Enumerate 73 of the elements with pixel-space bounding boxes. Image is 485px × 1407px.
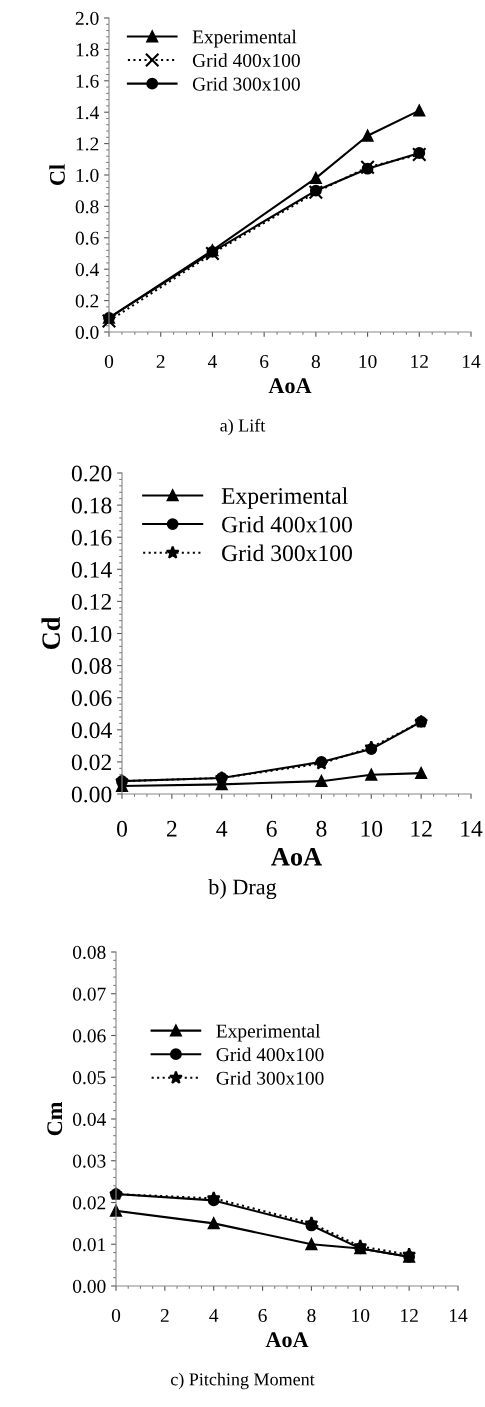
y-tick-label: 0.00 xyxy=(71,786,112,803)
y-tick-label: 0.20 xyxy=(71,465,112,482)
y-tick-label: 0.08 xyxy=(71,658,112,675)
y-tick-label: 0.8 xyxy=(75,200,99,214)
y-tick-label: 0.00 xyxy=(72,1279,106,1294)
legend-label: Grid 400x100 xyxy=(192,53,300,68)
y-axis-title: Cd xyxy=(41,616,61,650)
y-tick-label: 0.0 xyxy=(75,325,99,340)
y-axis-title: Cl xyxy=(49,164,65,186)
y-tick-label: 0.12 xyxy=(71,593,111,610)
x-tick-label: 14 xyxy=(462,355,481,368)
y-tick-label: 0.02 xyxy=(71,754,111,771)
x-tick-label: 10 xyxy=(361,820,383,837)
y-tick-label: 0.08 xyxy=(72,945,106,960)
y-tick-label: 1.4 xyxy=(76,106,99,120)
y-tick-label: 0.04 xyxy=(72,1112,106,1127)
x-tick-label: 8 xyxy=(311,354,320,369)
y-tick-label: 0.02 xyxy=(72,1196,106,1210)
y-tick-label: 0.2 xyxy=(75,294,99,308)
legend-label: Grid 400x100 xyxy=(222,515,352,533)
y-tick-label: 2.0 xyxy=(75,11,99,26)
y-tick-label: 0.18 xyxy=(71,497,112,514)
x-tick-label: 12 xyxy=(401,1308,418,1322)
x-tick-label: 4 xyxy=(216,820,228,837)
y-tick-label: 0.10 xyxy=(71,625,112,643)
x-tick-label: 6 xyxy=(260,354,269,369)
y-tick-label: 0.4 xyxy=(75,263,99,277)
x-tick-label: 10 xyxy=(352,1308,370,1323)
legend-label: Experimental xyxy=(221,487,348,509)
text: c) Pitching Moment xyxy=(170,1372,315,1390)
x-tick-label: 12 xyxy=(411,354,428,368)
y-tick-label: 1.8 xyxy=(76,43,99,57)
y-tick-label: 0.07 xyxy=(72,987,106,1001)
text: a) Lift xyxy=(220,418,266,436)
x-axis-title: AoA xyxy=(265,1332,309,1348)
x-tick-label: 6 xyxy=(258,1308,267,1323)
y-tick-label: 1.6 xyxy=(76,74,99,88)
x-tick-label: 8 xyxy=(316,820,327,837)
legend-label: Grid 300x100 xyxy=(192,76,300,91)
x-tick-label: 2 xyxy=(160,1308,169,1322)
x-axis-title: AoA xyxy=(268,378,312,394)
legend-label: Grid 300x100 xyxy=(216,1071,324,1085)
y-tick-label: 0.01 xyxy=(72,1238,106,1252)
x-tick-label: 14 xyxy=(461,820,483,837)
x-tick-label: 4 xyxy=(207,355,217,368)
y-tick-label: 0.16 xyxy=(71,529,112,546)
x-tick-label: 0 xyxy=(104,354,114,369)
x-axis-title: AoA xyxy=(271,847,322,866)
y-tick-label: 0.14 xyxy=(71,561,112,578)
x-tick-label: 10 xyxy=(359,354,377,369)
y-axis-title: Cm xyxy=(47,1102,63,1136)
x-tick-label: 14 xyxy=(449,1309,468,1322)
x-tick-label: 8 xyxy=(307,1308,316,1323)
legend-label: Grid 300x100 xyxy=(222,544,352,562)
y-tick-label: 1.2 xyxy=(76,137,99,151)
y-tick-label: 0.06 xyxy=(72,1029,106,1043)
x-tick-label: 0 xyxy=(111,1308,121,1323)
x-tick-label: 2 xyxy=(156,354,165,368)
y-tick-label: 0.05 xyxy=(72,1071,106,1085)
legend-label: Experimental xyxy=(192,29,297,48)
legend-label: Experimental xyxy=(216,1023,321,1042)
x-tick-label: 2 xyxy=(166,820,177,837)
x-tick-label: 6 xyxy=(266,820,277,837)
legend-label: Grid 400x100 xyxy=(216,1047,324,1062)
y-tick-label: 1.0 xyxy=(76,168,99,183)
x-tick-label: 12 xyxy=(411,820,432,837)
y-tick-label: 0.06 xyxy=(71,690,112,707)
y-tick-label: 0.03 xyxy=(72,1154,106,1168)
y-tick-label: 0.6 xyxy=(75,231,99,245)
x-tick-label: 0 xyxy=(117,820,127,837)
text: b) Drag xyxy=(208,878,277,900)
y-tick-label: 0.04 xyxy=(71,722,112,739)
x-tick-label: 4 xyxy=(209,1309,219,1322)
